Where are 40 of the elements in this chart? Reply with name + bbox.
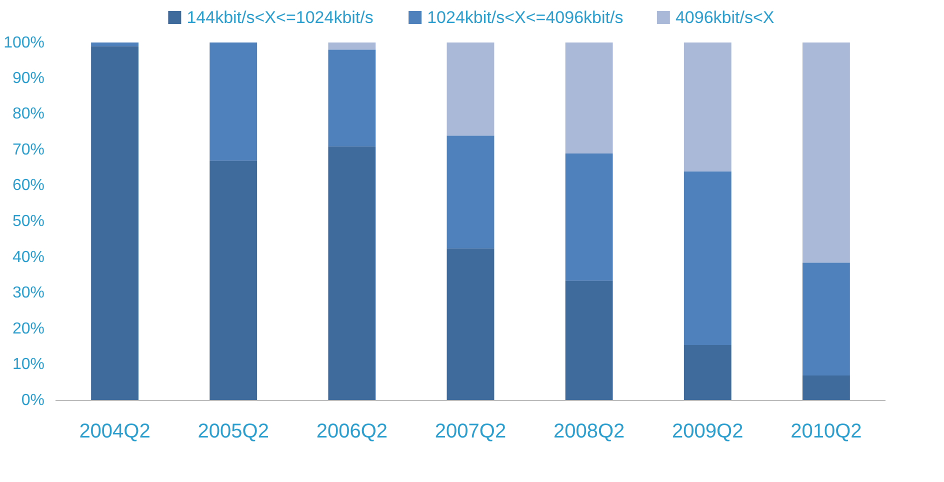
bar: [446, 42, 494, 136]
bar: [565, 153, 613, 281]
x-tick-label: 2007Q2: [434, 420, 506, 442]
bar: [446, 248, 494, 400]
bar: [328, 50, 376, 146]
y-tick-label: 50%: [12, 213, 45, 230]
y-tick-label: 100%: [4, 34, 44, 52]
x-tick-label: 2005Q2: [198, 420, 269, 442]
bar: [802, 375, 850, 400]
y-tick-label: 20%: [12, 320, 45, 338]
bar: [802, 42, 850, 263]
bar: [328, 42, 376, 50]
bar: [684, 42, 732, 172]
bar: [210, 160, 258, 400]
bar: [91, 42, 138, 46]
bar: [802, 262, 850, 376]
x-tick-label: 2010Q2: [790, 420, 862, 442]
y-tick-label: 90%: [12, 70, 45, 87]
bar: [684, 171, 732, 346]
bar: [328, 146, 376, 400]
y-tick-label: 0%: [21, 392, 44, 409]
y-tick-label: 10%: [12, 356, 45, 374]
legend-label: 144kbit/s<X<=1024kbit/s: [186, 8, 374, 27]
x-tick-label: 2004Q2: [79, 420, 150, 442]
y-tick-label: 30%: [12, 284, 45, 302]
bar: [565, 280, 613, 400]
y-tick-label: 60%: [12, 177, 45, 194]
y-tick-label: 40%: [12, 248, 45, 266]
y-tick-label: 80%: [12, 106, 45, 123]
legend-label: 1024kbit/s<X<=4096kbit/s: [427, 8, 624, 27]
bar: [91, 46, 138, 400]
x-tick-label: 2009Q2: [672, 420, 744, 442]
x-tick-label: 2008Q2: [553, 420, 625, 442]
y-tick-label: 70%: [12, 141, 45, 158]
bar: [210, 42, 258, 161]
legend-label: 4096kbit/s<X: [675, 8, 774, 27]
bar: [565, 42, 613, 154]
bar: [446, 136, 494, 248]
bar: [684, 345, 732, 400]
x-tick-label: 2006Q2: [316, 420, 388, 442]
